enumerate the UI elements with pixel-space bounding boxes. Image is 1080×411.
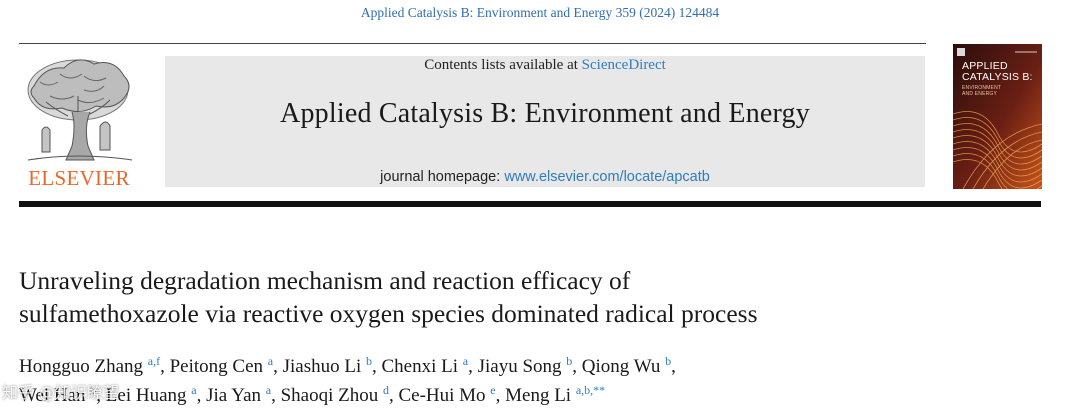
article-title-line2: sulfamethoxazole via reactive oxygen spe… [19,299,758,328]
author-affiliation-marker[interactable]: a [191,383,197,397]
author-affiliation-marker[interactable]: d [382,383,389,397]
author-separator: , [160,356,170,377]
cover-title-line1: APPLIED [962,60,1008,72]
author-entry: Hongguo Zhang a,f [19,354,161,377]
author-separator: , [273,356,283,377]
author-name[interactable]: Lei Huang [105,385,187,406]
cover-subtitle-line1: ENVIRONMENT [962,85,1002,91]
zhihu-watermark: 知乎 @知识瞭望 [2,383,120,402]
author-affiliation-marker[interactable]: e [490,383,496,397]
author-separator: , [468,356,478,377]
article-title-line1: Unraveling degradation mechanism and rea… [19,266,631,295]
header-thick-divider [19,201,1041,207]
author-name[interactable]: Qiong Wu [581,356,661,377]
journal-masthead: Contents lists available at ScienceDirec… [165,56,925,187]
author-separator: , [271,385,281,406]
sciencedirect-link[interactable]: ScienceDirect [581,57,666,73]
author-name[interactable]: Chenxi Li [381,356,459,377]
author-affiliation-marker[interactable]: b [365,354,372,368]
journal-homepage-link[interactable]: www.elsevier.com/locate/apcatb [504,169,710,185]
author-entry: Jia Yan a [206,383,272,406]
author-separator: , [371,356,382,377]
author-affiliation-marker[interactable]: b [566,354,573,368]
author-name[interactable]: Jiashuo Li [282,356,362,377]
elsevier-tree-icon [27,59,133,161]
journal-title: Applied Catalysis B: Environment and Ene… [280,98,810,129]
author-name[interactable]: Ce-Hui Mo [398,385,486,406]
author-separator: , [96,385,106,406]
author-entry: Meng Li a,b,** [505,383,606,406]
author-name[interactable]: Hongguo Zhang [19,356,144,377]
author-name[interactable]: Jiayu Song [477,356,562,377]
author-entry: Ce-Hui Mo e [398,383,496,406]
journal-cover-thumbnail[interactable]: APPLIED CATALYSIS B: ENVIRONMENT AND ENE… [953,44,1042,189]
author-entry: Wei Han b [19,383,97,406]
cover-wave-art-icon [953,44,1042,189]
article-title: Unraveling degradation mechanism and rea… [19,264,959,330]
author-entry: Qiong Wu b [581,354,672,377]
author-affiliation-marker[interactable]: a [265,383,272,397]
author-list: Hongguo Zhang a,f, Peitong Cen a, Jiashu… [19,352,1069,410]
author-affiliation-marker[interactable]: a,f [147,354,161,368]
author-entry: Shaoqi Zhou d [280,383,389,406]
contents-prefix: Contents lists available at [424,57,582,73]
author-separator: , [388,385,399,406]
author-affiliation-marker[interactable]: b [665,354,672,368]
journal-citation[interactable]: Applied Catalysis B: Environment and Ene… [360,5,720,20]
author-affiliation-marker[interactable]: a [462,354,469,368]
cover-subtitle-line2: AND ENERGY [962,91,998,97]
author-entry: Lei Huang a [105,383,197,406]
author-affiliation-marker[interactable]: a,b,** [575,383,606,397]
author-name[interactable]: Meng Li [505,385,572,406]
cover-subtitle: ENVIRONMENT AND ENERGY [962,85,1040,97]
author-separator: , [196,385,207,406]
cover-title: APPLIED CATALYSIS B: [962,61,1042,83]
contents-availability: Contents lists available at ScienceDirec… [165,57,925,74]
author-separator: , [495,385,506,406]
author-entry: Jiayu Song b [477,354,573,377]
author-entry: Jiashuo Li b [282,354,372,377]
elsevier-logo[interactable]: ELSEVIER [16,56,142,194]
elsevier-wordmark: ELSEVIER [28,166,130,190]
author-name[interactable]: Wei Han [19,385,86,406]
author-name[interactable]: Shaoqi Zhou [280,385,379,406]
journal-homepage: journal homepage: www.elsevier.com/locat… [165,169,925,185]
author-separator: , [671,356,676,377]
header-divider [19,43,926,44]
author-separator: , [572,356,582,377]
homepage-prefix: journal homepage: [380,169,505,185]
author-affiliation-marker[interactable]: a [267,354,274,368]
author-entry: Peitong Cen a [169,354,274,377]
author-name[interactable]: Jia Yan [206,385,261,406]
author-affiliation-marker[interactable]: b [90,383,97,397]
cover-title-line2: CATALYSIS B: [962,71,1033,83]
author-name[interactable]: Peitong Cen [169,356,264,377]
author-entry: Chenxi Li a [381,354,469,377]
